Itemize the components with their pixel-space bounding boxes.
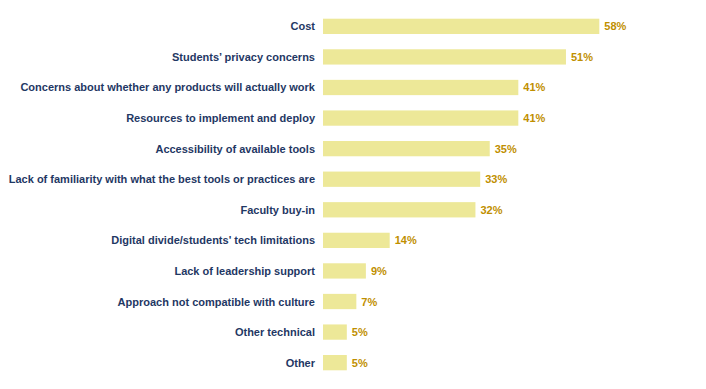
data-label: 41%: [523, 81, 545, 93]
data-label: 9%: [371, 265, 387, 277]
category-label: Lack of leadership support: [174, 265, 315, 277]
data-label: 32%: [480, 204, 502, 216]
data-label: 14%: [395, 234, 417, 246]
bar: [323, 110, 518, 125]
data-label: 7%: [361, 296, 377, 308]
category-label: Accessibility of available tools: [155, 143, 315, 155]
chart-container: Other Other technical Approach not compati…: [0, 0, 706, 389]
category-label: Cost: [291, 20, 316, 32]
bar: [323, 202, 475, 217]
category-label: Other technical: [235, 326, 315, 338]
y-tick-labels: Other Other technical Approach not compati…: [9, 20, 316, 368]
bar: [323, 294, 356, 309]
bar: [323, 19, 599, 34]
bar: [323, 49, 566, 64]
data-label: 5%: [352, 357, 368, 369]
category-label: Digital divide/students' tech limitation…: [111, 234, 315, 246]
bar: [323, 172, 480, 187]
bar: [323, 80, 518, 95]
chart: Other Other technical Approach not compati…: [0, 0, 706, 389]
bar: [323, 324, 347, 339]
bar: [323, 141, 490, 156]
category-label: Resources to implement and deploy: [126, 112, 316, 124]
data-label: 5%: [352, 326, 368, 338]
category-label: Concerns about whether any products will…: [20, 81, 315, 93]
category-label: Other: [286, 357, 316, 369]
data-label: 51%: [571, 51, 593, 63]
bar: [323, 233, 390, 248]
data-label: 35%: [495, 143, 517, 155]
bar: [323, 263, 366, 278]
data-labels: 5% 5% 7% 9% 14% 32% 33% 35% 41% 41% 51% 58%: [352, 20, 627, 368]
category-label: Lack of familiarity with what the best t…: [9, 173, 315, 185]
data-label: 41%: [523, 112, 545, 124]
bars: [323, 19, 599, 371]
bar: [323, 355, 347, 370]
category-label: Approach not compatible with culture: [118, 296, 315, 308]
category-label: Students’ privacy concerns: [172, 51, 315, 63]
data-label: 33%: [485, 173, 507, 185]
category-label: Faculty buy-in: [240, 204, 315, 216]
data-label: 58%: [604, 20, 626, 32]
